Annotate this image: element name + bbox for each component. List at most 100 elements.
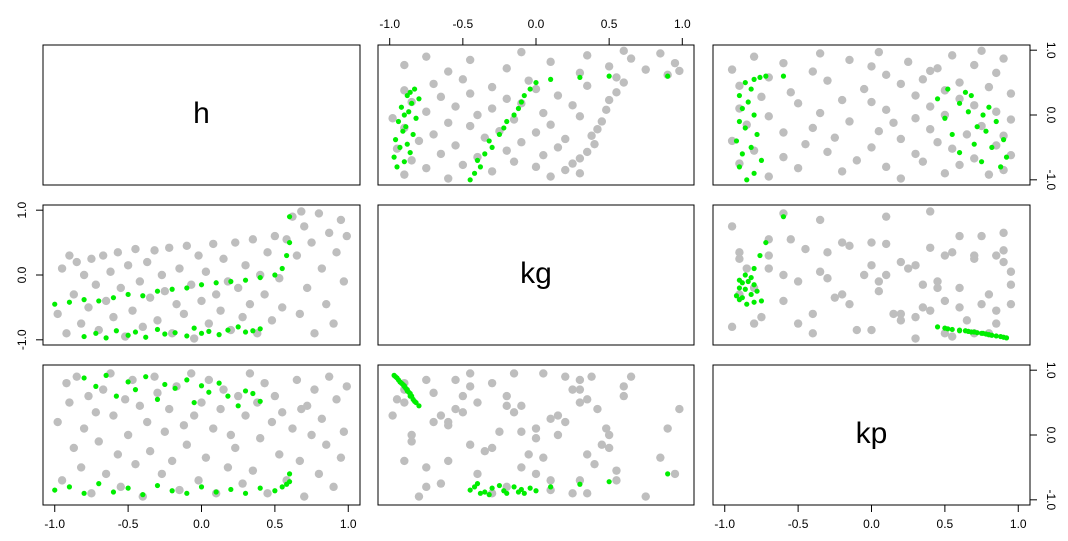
point bbox=[524, 450, 533, 459]
point bbox=[125, 332, 131, 338]
point bbox=[53, 309, 62, 319]
point bbox=[110, 295, 117, 301]
x-tick-label: 0.5 bbox=[267, 517, 284, 531]
point bbox=[332, 395, 341, 404]
x-tick-label: 0.0 bbox=[193, 517, 210, 531]
point bbox=[284, 252, 290, 259]
point bbox=[256, 434, 265, 443]
point bbox=[66, 299, 73, 305]
point bbox=[815, 215, 825, 225]
point bbox=[517, 427, 526, 436]
point bbox=[911, 149, 920, 159]
point bbox=[451, 102, 460, 111]
point bbox=[314, 209, 324, 218]
point bbox=[521, 92, 527, 99]
point bbox=[993, 333, 999, 339]
point bbox=[727, 65, 737, 74]
point bbox=[487, 443, 497, 453]
point bbox=[400, 398, 409, 407]
point bbox=[561, 134, 570, 144]
point bbox=[125, 379, 131, 385]
point bbox=[859, 84, 869, 94]
point bbox=[502, 401, 511, 411]
point bbox=[81, 375, 87, 381]
point bbox=[977, 231, 986, 241]
y-tick-label: 0.0 bbox=[1044, 427, 1058, 444]
point bbox=[749, 319, 759, 328]
point bbox=[911, 261, 920, 270]
point bbox=[286, 239, 293, 246]
point bbox=[749, 52, 759, 61]
point bbox=[329, 319, 338, 328]
point bbox=[123, 430, 133, 440]
point bbox=[187, 369, 196, 378]
point bbox=[757, 252, 763, 259]
point bbox=[575, 112, 585, 121]
x-tick-label: -1.0 bbox=[379, 17, 400, 31]
point bbox=[612, 476, 621, 485]
point bbox=[968, 92, 974, 99]
y-tick-label: 1.0 bbox=[1044, 362, 1058, 379]
y-tick-label: -1.0 bbox=[15, 329, 29, 350]
point bbox=[106, 267, 115, 276]
point bbox=[307, 430, 316, 440]
point bbox=[429, 130, 438, 139]
point bbox=[451, 404, 460, 414]
point bbox=[583, 81, 592, 91]
point bbox=[970, 254, 979, 263]
point bbox=[502, 146, 511, 155]
point bbox=[606, 479, 612, 485]
point bbox=[949, 131, 955, 138]
point bbox=[211, 290, 221, 299]
point bbox=[489, 485, 495, 491]
point bbox=[458, 391, 468, 401]
point bbox=[764, 264, 773, 273]
point bbox=[160, 287, 170, 296]
point bbox=[971, 141, 977, 147]
point bbox=[539, 453, 548, 462]
point bbox=[940, 169, 950, 178]
point bbox=[429, 417, 438, 427]
point bbox=[81, 297, 87, 303]
point bbox=[392, 395, 402, 404]
point bbox=[228, 278, 234, 285]
point bbox=[94, 437, 103, 446]
point bbox=[511, 112, 517, 118]
point bbox=[388, 411, 397, 420]
point bbox=[465, 55, 475, 65]
point bbox=[867, 62, 876, 71]
point bbox=[132, 387, 139, 393]
point bbox=[235, 403, 241, 409]
point bbox=[84, 303, 93, 312]
x-tick-label: 1.0 bbox=[1010, 517, 1027, 531]
point bbox=[410, 131, 416, 138]
point bbox=[955, 283, 964, 293]
point bbox=[404, 141, 410, 147]
point bbox=[815, 49, 825, 58]
point bbox=[583, 51, 592, 60]
point bbox=[131, 244, 140, 254]
point bbox=[733, 138, 740, 144]
point bbox=[263, 248, 272, 257]
point bbox=[140, 293, 146, 299]
point bbox=[57, 264, 67, 273]
point bbox=[527, 86, 533, 92]
point bbox=[286, 471, 293, 477]
point bbox=[409, 100, 415, 106]
point bbox=[407, 156, 416, 165]
point bbox=[758, 298, 765, 304]
point bbox=[531, 424, 541, 433]
point bbox=[179, 421, 189, 430]
point bbox=[962, 316, 972, 325]
point bbox=[837, 290, 847, 299]
point bbox=[742, 125, 748, 131]
point bbox=[113, 248, 123, 257]
point bbox=[278, 408, 287, 417]
x-tick-label: -0.5 bbox=[118, 517, 139, 531]
point bbox=[477, 164, 484, 170]
point bbox=[896, 79, 906, 89]
point bbox=[53, 417, 62, 427]
point bbox=[1000, 334, 1007, 340]
point bbox=[968, 329, 974, 335]
point bbox=[918, 157, 928, 166]
